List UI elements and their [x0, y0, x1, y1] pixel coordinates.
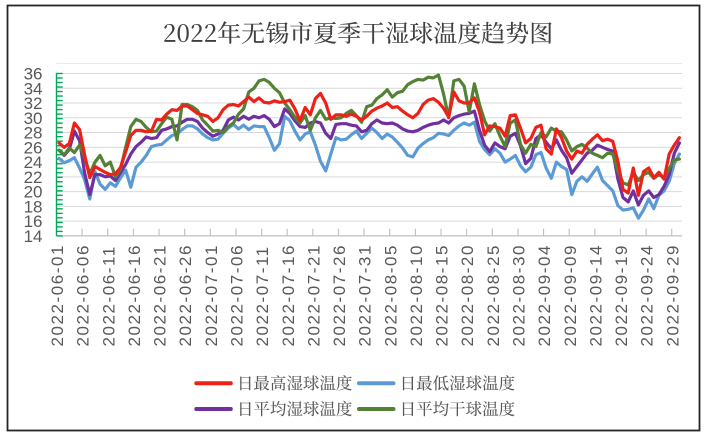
svg-text:2022-08-30: 2022-08-30 [510, 244, 529, 346]
svg-text:18: 18 [24, 198, 43, 217]
svg-text:2022-06-26: 2022-06-26 [176, 244, 195, 346]
svg-text:16: 16 [24, 212, 43, 231]
svg-text:2022-07-31: 2022-07-31 [356, 244, 375, 346]
svg-text:2022-07-21: 2022-07-21 [304, 244, 323, 346]
svg-text:2022-09-24: 2022-09-24 [638, 244, 657, 346]
svg-text:2022-07-11: 2022-07-11 [253, 245, 272, 346]
svg-text:2022-08-10: 2022-08-10 [407, 244, 426, 346]
svg-text:2022-07-01: 2022-07-01 [202, 244, 221, 346]
svg-text:28: 28 [24, 124, 43, 143]
svg-text:26: 26 [24, 138, 43, 157]
svg-text:2022-08-25: 2022-08-25 [484, 244, 503, 346]
svg-text:2022-06-16: 2022-06-16 [125, 244, 144, 346]
svg-text:2022-09-14: 2022-09-14 [586, 244, 605, 346]
svg-text:2022-06-21: 2022-06-21 [151, 244, 170, 346]
svg-text:2022-07-26: 2022-07-26 [330, 244, 349, 346]
svg-text:34: 34 [24, 79, 43, 98]
svg-text:2022-08-15: 2022-08-15 [433, 244, 452, 346]
svg-text:2022-06-01: 2022-06-01 [48, 244, 67, 346]
svg-text:2022-08-20: 2022-08-20 [458, 244, 477, 346]
svg-text:2022-07-06: 2022-07-06 [228, 244, 247, 346]
svg-text:2022-09-29: 2022-09-29 [663, 244, 682, 346]
svg-text:2022-09-09: 2022-09-09 [561, 244, 580, 346]
svg-text:2022-08-05: 2022-08-05 [381, 244, 400, 346]
svg-text:24: 24 [24, 153, 43, 172]
svg-text:36: 36 [24, 65, 43, 84]
svg-text:14: 14 [24, 227, 43, 246]
svg-text:22: 22 [24, 168, 43, 187]
svg-text:2022-09-19: 2022-09-19 [612, 244, 631, 346]
svg-text:20: 20 [24, 183, 43, 202]
svg-text:30: 30 [24, 109, 43, 128]
svg-text:2022-09-04: 2022-09-04 [535, 244, 554, 346]
svg-text:2022-06-06: 2022-06-06 [74, 244, 93, 346]
svg-text:2022-06-11: 2022-06-11 [99, 245, 118, 346]
svg-text:2022-07-16: 2022-07-16 [279, 244, 298, 346]
svg-text:32: 32 [24, 94, 43, 113]
